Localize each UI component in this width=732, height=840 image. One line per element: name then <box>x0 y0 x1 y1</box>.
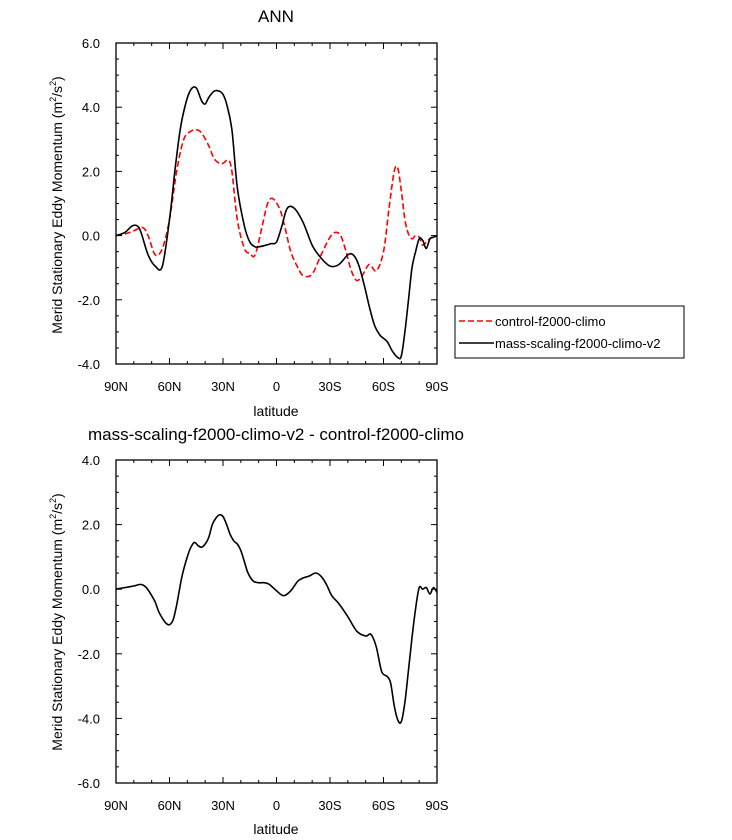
chart-title: ANN <box>258 7 294 26</box>
y-label-post: ) <box>49 76 65 81</box>
x-tick-label: 30S <box>318 379 341 394</box>
y-tick-label: -4.0 <box>78 357 100 372</box>
panel-bottom: mass-scaling-f2000-climo-v2 - control-f2… <box>48 425 464 837</box>
y-tick-label: -2.0 <box>78 293 100 308</box>
y-tick-label: 4.0 <box>82 100 100 115</box>
y-tick-label: 0.0 <box>82 582 100 597</box>
x-tick-label: 0 <box>273 798 280 813</box>
y-label-sup1: 2 <box>48 97 58 102</box>
panel-top: ANN -4.0 -2.0 0.0 2.0 4.0 6.0 90N 60N 30N 0 30S 60S… <box>48 7 685 419</box>
y-label-pre: Merid Stationary Eddy Momentum (m <box>49 519 65 751</box>
y-tick-label: 2.0 <box>82 164 100 179</box>
legend-label-mass-scaling: mass-scaling-f2000-climo-v2 <box>495 336 660 351</box>
legend: control-f2000-climo mass-scaling-f2000-c… <box>454 305 685 359</box>
x-tick-label: 60N <box>158 798 182 813</box>
tick-group: -4.0 -2.0 0.0 2.0 4.0 6.0 90N 60N 30N 0 30S 60S 90S <box>78 36 449 394</box>
y-label-post: ) <box>49 493 65 498</box>
x-tick-label: 60N <box>158 379 182 394</box>
x-tick-label: 0 <box>273 379 280 394</box>
y-tick-label: 2.0 <box>82 518 100 533</box>
tick-group: -6.0 -4.0 -2.0 0.0 2.0 4.0 90N 60N 30N 0 30S 60S 90S <box>78 453 449 813</box>
y-tick-label: -6.0 <box>78 776 100 791</box>
y-tick-label: -4.0 <box>78 711 100 726</box>
x-tick-label: 60S <box>372 798 395 813</box>
y-tick-label: 6.0 <box>82 36 100 51</box>
legend-label-control: control-f2000-climo <box>495 314 606 329</box>
x-tick-label: 30N <box>211 379 235 394</box>
y-label-mid: /s <box>49 86 65 97</box>
y-axis-label: Merid Stationary Eddy Momentum (m2/s2) <box>48 76 65 333</box>
x-tick-label: 90S <box>425 379 448 394</box>
y-label-sup2: 2 <box>48 81 58 86</box>
x-axis-label: latitude <box>253 821 298 837</box>
y-tick-label: 4.0 <box>82 453 100 468</box>
legend-box <box>454 305 685 359</box>
x-axis-label: latitude <box>253 403 298 419</box>
y-label-sup1: 2 <box>48 514 58 519</box>
series-group <box>115 513 438 724</box>
x-tick-label: 90S <box>425 798 448 813</box>
x-tick-label: 90N <box>104 798 128 813</box>
x-tick-label: 30N <box>211 798 235 813</box>
series-group <box>115 86 438 360</box>
y-tick-label: 0.0 <box>82 229 100 244</box>
series-line-control-f2000-climo <box>115 128 438 282</box>
y-axis-label: Merid Stationary Eddy Momentum (m2/s2) <box>48 493 65 750</box>
y-label-mid: /s <box>49 503 65 514</box>
series-line-mass-scaling-f2000-climo-v2 <box>115 86 438 360</box>
chart-title-diff: mass-scaling-f2000-climo-v2 - control-f2… <box>88 425 464 444</box>
y-tick-label: -2.0 <box>78 647 100 662</box>
x-tick-label: 30S <box>318 798 341 813</box>
x-tick-label: 60S <box>372 379 395 394</box>
series-line-difference <box>115 513 438 724</box>
x-tick-label: 90N <box>104 379 128 394</box>
y-label-pre: Merid Stationary Eddy Momentum (m <box>49 102 65 334</box>
y-label-sup2: 2 <box>48 498 58 503</box>
